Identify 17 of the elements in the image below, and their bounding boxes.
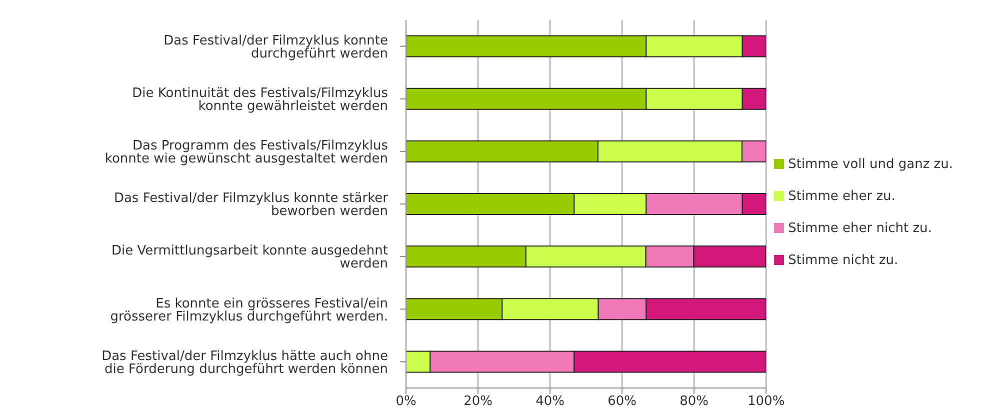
x-tick-label: 80%	[680, 394, 709, 410]
y-tick-label: Es konnte ein grösseres Festival/ein grösserer Filmzyklus durchgeführt werden.	[110, 296, 388, 324]
x-tick-label: 40%	[536, 394, 564, 410]
y-tick-label: Das Festival/der Filmzyklus hätte auch ohne die Förderung durchgeführt werden können	[102, 348, 388, 377]
y-tick-label: Das Programm des Festivals/Filmzyklus konnte wie gewünscht ausgestaltet werden	[104, 138, 388, 167]
legend-label: Stimme nicht zu.	[788, 253, 898, 268]
y-tick-label: Das Festival/der Filmzyklus konnte stärker beworben werden	[114, 191, 389, 220]
x-tick-label: 60%	[608, 394, 637, 410]
y-tick-label: Das Festival/der Filmzyklus konnte durchgeführt werden	[164, 33, 388, 62]
y-tick-label: Die Vermittlungsarbeit konnte ausgedehnt werden	[111, 244, 388, 272]
x-tick-label: 100%	[748, 394, 785, 410]
legend-label: Stimme voll und ganz zu.	[788, 157, 953, 172]
x-tick-label: 0%	[396, 394, 416, 410]
x-tick-label: 20%	[464, 394, 492, 410]
legend-label: Stimme eher nicht zu.	[788, 221, 932, 236]
legend-label: Stimme eher zu.	[788, 189, 896, 204]
y-tick-label: Die Kontinuität des Festivals/Filmzyklus konnte gewährleistet werden	[132, 86, 388, 114]
